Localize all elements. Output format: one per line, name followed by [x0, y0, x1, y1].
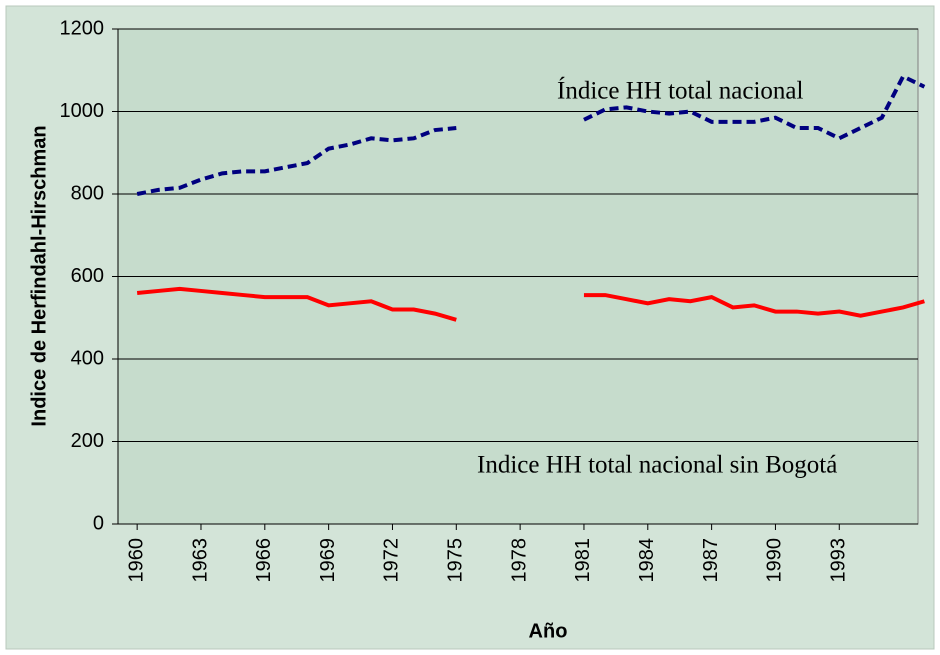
y-tick-label: 400	[71, 347, 104, 369]
x-tick-label: 1975	[445, 538, 467, 583]
y-tick-label: 800	[71, 182, 104, 204]
series-label: Índice HH total nacional	[557, 77, 803, 105]
y-tick-label: 200	[71, 430, 104, 452]
x-tick-label: 1960	[125, 538, 147, 583]
x-tick-label: 1978	[508, 538, 530, 583]
y-tick-label: 1200	[60, 17, 105, 39]
y-axis-title: Indice de Herfindahl-Hirschman	[28, 125, 50, 426]
x-tick-label: 1972	[381, 538, 403, 583]
x-tick-label: 1993	[828, 538, 850, 583]
x-axis-title: Año	[529, 620, 568, 642]
x-tick-label: 1981	[572, 538, 594, 583]
x-tick-label: 1984	[636, 538, 658, 583]
x-tick-label: 1990	[764, 538, 786, 583]
y-tick-label: 1000	[60, 100, 105, 122]
x-tick-label: 1966	[253, 538, 275, 583]
y-tick-label: 600	[71, 265, 104, 287]
series-line	[136, 73, 926, 196]
x-tick-label: 1969	[317, 538, 339, 583]
series-label: Indice HH total nacional sin Bogotá	[477, 452, 837, 479]
x-tick-label: 1963	[189, 538, 211, 583]
y-tick-label: 0	[93, 512, 104, 534]
series-line	[136, 286, 925, 322]
x-tick-label: 1987	[700, 538, 722, 583]
